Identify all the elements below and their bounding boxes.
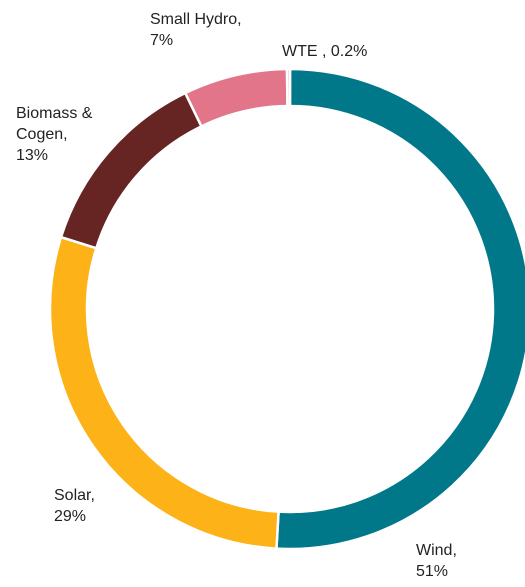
data-label-line: WTE , 0.2% bbox=[282, 43, 367, 60]
data-label-small-hydro: Small Hydro, 7% bbox=[150, 11, 242, 49]
data-label-line: Wind, bbox=[416, 542, 457, 559]
slice-small-hydro bbox=[183, 67, 289, 129]
data-label-line: Small Hydro, bbox=[150, 11, 242, 28]
data-label-line: 29% bbox=[54, 508, 86, 525]
data-label-line: 13% bbox=[16, 147, 48, 164]
data-label-line: 7% bbox=[150, 32, 173, 49]
data-label-line: Solar, bbox=[54, 487, 95, 504]
slice-wte bbox=[285, 67, 292, 108]
data-label-wind: Wind, 51% bbox=[416, 542, 457, 580]
data-label-line: Cogen, bbox=[16, 126, 68, 143]
data-labels: Wind, 51% Solar, 29% Biomass & Cogen, 13% Small… bbox=[16, 11, 457, 580]
data-label-solar: Solar, 29% bbox=[54, 487, 95, 525]
data-label-line: 51% bbox=[416, 563, 448, 580]
slice-wind bbox=[275, 67, 525, 551]
donut-slices bbox=[48, 67, 525, 551]
data-label-biomass-and-cogen: Biomass & Cogen, 13% bbox=[16, 105, 93, 164]
data-label-line: Biomass & bbox=[16, 105, 93, 122]
data-label-wte: WTE , 0.2% bbox=[282, 43, 367, 60]
